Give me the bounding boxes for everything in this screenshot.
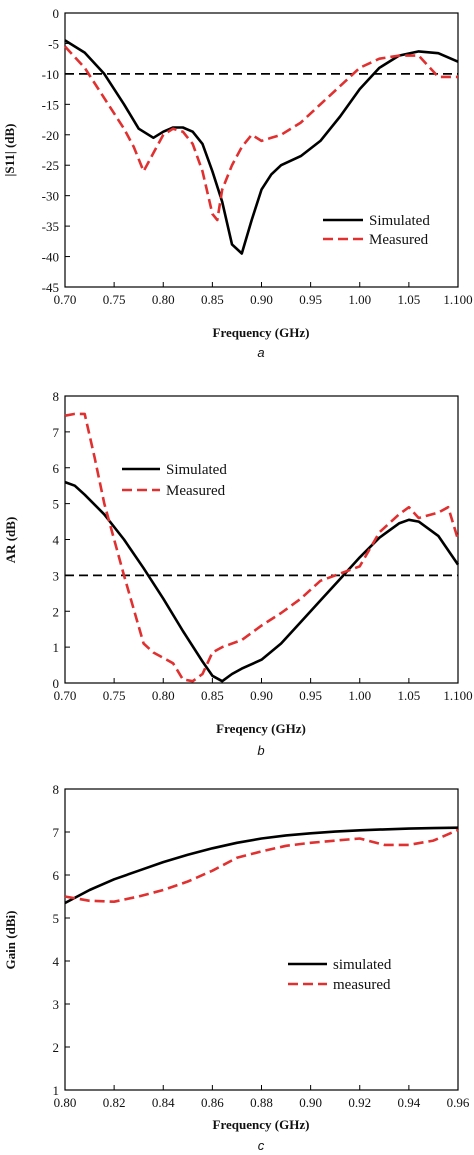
series-line-measured — [64, 45, 458, 222]
x-tick-label: 0.70 — [54, 688, 77, 703]
x-tick-label: 0.75 — [103, 292, 126, 307]
y-tick-label: 0 — [53, 6, 60, 21]
x-tick-label: 1.00 — [348, 292, 371, 307]
x-tick-label: 1.05 — [398, 688, 421, 703]
x-axis-label: Freqency (GHz) — [216, 721, 306, 736]
chart-panel-b: 0.70 0.75 0.80 0.85 0.90 0.95 1.00 1.05 1.100 0 1 2… — [3, 389, 473, 758]
y-tick-label: 2 — [53, 1040, 60, 1055]
y-tick-label: 8 — [53, 389, 60, 404]
y-tick-label: 3 — [53, 568, 60, 583]
legend: Simulated Measured — [122, 462, 227, 499]
series-line-simulated — [64, 480, 460, 683]
x-tick-label: 0.90 — [250, 688, 273, 703]
y-tick-label: -30 — [42, 189, 59, 204]
legend-label-measured: Measured — [369, 232, 429, 248]
y-tick-label: -35 — [42, 219, 59, 234]
y-tick-label: 0 — [53, 676, 60, 691]
x-tick-label: 0.94 — [398, 1095, 421, 1110]
x-tick-label: 0.90 — [250, 292, 273, 307]
subplot-label: c — [258, 1138, 265, 1153]
x-tick-label: 1.100 — [443, 292, 472, 307]
x-tick-label: 0.75 — [103, 688, 126, 703]
plot-frame — [64, 788, 459, 1091]
x-tick-label: 0.80 — [152, 292, 175, 307]
x-axis-label: Frequency (GHz) — [213, 1117, 310, 1132]
x-tick-label: 0.70 — [54, 292, 77, 307]
y-tick-label: -45 — [42, 280, 59, 295]
y-tick-label: -10 — [42, 67, 59, 82]
series-line-simulated — [64, 39, 459, 255]
chart-panel-a: 0.70 0.75 0.80 0.85 0.90 0.95 1.00 1.05 1.100 0 -5… — [2, 6, 473, 360]
legend: simulated measured — [288, 957, 392, 993]
series-line-measured — [64, 828, 459, 904]
legend-label-measured: measured — [333, 977, 391, 993]
x-tick-label: 1.05 — [398, 292, 421, 307]
y-tick-label: 6 — [53, 868, 60, 883]
legend-label-simulated: Simulated — [166, 462, 227, 478]
series-line-simulated — [64, 826, 459, 905]
legend-label-simulated: simulated — [333, 957, 392, 973]
legend: Simulated Measured — [323, 213, 430, 248]
y-tick-label: -5 — [48, 36, 59, 51]
x-tick-label: 0.85 — [201, 688, 224, 703]
x-tick-label: 0.96 — [447, 1095, 470, 1110]
chart-panel-c: 0.80 0.82 0.84 0.86 0.88 0.90 0.92 0.94 0.96 1 2 3 4… — [3, 782, 470, 1153]
legend-label-simulated: Simulated — [369, 213, 430, 229]
y-tick-label: 1 — [53, 640, 60, 655]
series-line-measured — [64, 412, 460, 683]
x-tick-label: 0.88 — [250, 1095, 273, 1110]
x-tick-label: 0.92 — [348, 1095, 371, 1110]
y-tick-label: -20 — [42, 128, 59, 143]
x-tick-label: 0.80 — [152, 688, 175, 703]
y-tick-label: 7 — [53, 825, 60, 840]
y-tick-label: 5 — [53, 911, 60, 926]
y-tick-label: -40 — [42, 250, 59, 265]
y-tick-label: 4 — [53, 533, 60, 548]
subplot-label: a — [257, 345, 264, 360]
y-axis-label: Gain (dBi) — [3, 911, 18, 970]
legend-label-measured: Measured — [166, 483, 226, 499]
x-tick-label: 0.95 — [299, 688, 322, 703]
y-tick-label: 8 — [53, 782, 60, 797]
y-tick-label: 3 — [53, 997, 60, 1012]
subplot-label: b — [257, 743, 264, 758]
x-tick-label: 0.84 — [152, 1095, 175, 1110]
x-tick-label: 1.100 — [443, 688, 472, 703]
x-tick-label: 0.86 — [201, 1095, 224, 1110]
y-tick-label: -15 — [42, 97, 59, 112]
x-tick-label: 1.00 — [348, 688, 371, 703]
x-tick-label: 0.85 — [201, 292, 224, 307]
y-axis-label: AR (dB) — [3, 517, 18, 564]
x-tick-label: 0.90 — [299, 1095, 322, 1110]
y-axis-label: |S11| (dB) — [2, 123, 17, 176]
y-tick-label: 5 — [53, 497, 60, 512]
x-axis-label: Frequency (GHz) — [213, 325, 310, 340]
y-tick-label: 6 — [53, 461, 60, 476]
x-tick-label: 0.82 — [103, 1095, 126, 1110]
y-tick-label: 4 — [53, 954, 60, 969]
x-tick-label: 0.80 — [54, 1095, 77, 1110]
y-tick-label: 2 — [53, 604, 60, 619]
y-tick-label: -25 — [42, 158, 59, 173]
y-tick-label: 1 — [53, 1083, 60, 1098]
x-tick-label: 0.95 — [299, 292, 322, 307]
y-tick-label: 7 — [53, 425, 60, 440]
